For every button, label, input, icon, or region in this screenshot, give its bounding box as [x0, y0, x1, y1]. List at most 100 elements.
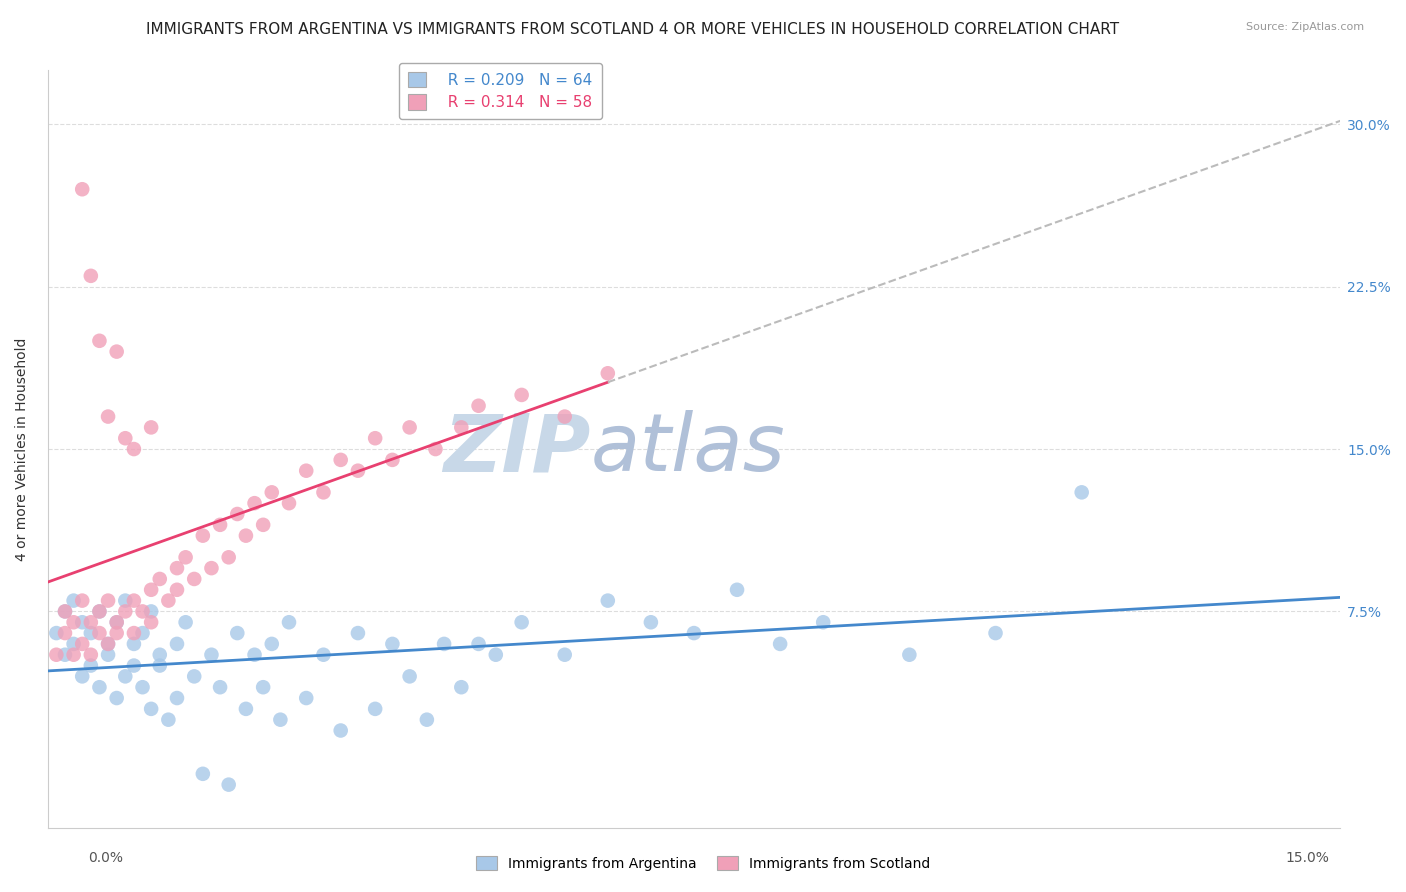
Point: [218, 550, 240, 565]
Point: [252, 680, 274, 694]
Point: [166, 637, 188, 651]
Point: [70, 615, 93, 630]
Point: [260, 637, 283, 651]
Point: [62, 648, 84, 662]
Point: [364, 702, 387, 716]
Point: [114, 431, 136, 445]
Point: [183, 572, 205, 586]
Point: [45, 648, 67, 662]
Point: [89, 626, 111, 640]
Point: [131, 680, 153, 694]
Point: [62, 593, 84, 607]
Point: [467, 637, 489, 651]
Point: [485, 648, 508, 662]
Point: [122, 442, 145, 456]
Point: [139, 702, 162, 716]
Point: [122, 658, 145, 673]
Point: [596, 366, 619, 380]
Point: [235, 702, 257, 716]
Point: [510, 388, 533, 402]
Point: [62, 615, 84, 630]
Point: [174, 615, 197, 630]
Point: [209, 517, 232, 532]
Point: [312, 648, 335, 662]
Point: [898, 648, 921, 662]
Point: [114, 669, 136, 683]
Point: [105, 691, 128, 706]
Point: [433, 637, 456, 651]
Point: [769, 637, 792, 651]
Point: [97, 648, 120, 662]
Point: [295, 464, 318, 478]
Point: [260, 485, 283, 500]
Point: [174, 550, 197, 565]
Point: [191, 767, 214, 781]
Point: [97, 637, 120, 651]
Point: [89, 334, 111, 348]
Text: ZIP: ZIP: [443, 410, 591, 488]
Point: [62, 637, 84, 651]
Point: [209, 680, 232, 694]
Point: [640, 615, 662, 630]
Point: [811, 615, 834, 630]
Y-axis label: 4 or more Vehicles in Household: 4 or more Vehicles in Household: [15, 337, 30, 561]
Point: [683, 626, 706, 640]
Point: [278, 496, 301, 510]
Point: [364, 431, 387, 445]
Point: [166, 582, 188, 597]
Point: [984, 626, 1007, 640]
Point: [235, 529, 257, 543]
Point: [97, 593, 120, 607]
Point: [70, 182, 93, 196]
Point: [122, 593, 145, 607]
Point: [122, 626, 145, 640]
Point: [398, 669, 420, 683]
Point: [450, 680, 472, 694]
Point: [114, 593, 136, 607]
Point: [70, 593, 93, 607]
Point: [139, 582, 162, 597]
Point: [183, 669, 205, 683]
Point: [131, 604, 153, 618]
Point: [80, 648, 103, 662]
Point: [467, 399, 489, 413]
Point: [425, 442, 447, 456]
Text: 0.0%: 0.0%: [89, 851, 122, 865]
Point: [139, 604, 162, 618]
Point: [89, 604, 111, 618]
Point: [53, 648, 76, 662]
Point: [149, 658, 172, 673]
Legend:   R = 0.209   N = 64,   R = 0.314   N = 58: R = 0.209 N = 64, R = 0.314 N = 58: [398, 62, 602, 119]
Point: [381, 637, 404, 651]
Point: [347, 626, 370, 640]
Point: [105, 626, 128, 640]
Point: [114, 604, 136, 618]
Point: [200, 648, 222, 662]
Point: [725, 582, 748, 597]
Point: [554, 409, 576, 424]
Point: [70, 669, 93, 683]
Point: [329, 723, 352, 738]
Point: [243, 648, 266, 662]
Point: [89, 604, 111, 618]
Text: 15.0%: 15.0%: [1285, 851, 1330, 865]
Point: [105, 344, 128, 359]
Point: [1070, 485, 1092, 500]
Point: [80, 626, 103, 640]
Point: [226, 507, 249, 521]
Point: [139, 420, 162, 434]
Point: [218, 778, 240, 792]
Point: [312, 485, 335, 500]
Point: [398, 420, 420, 434]
Text: atlas: atlas: [591, 410, 786, 488]
Point: [226, 626, 249, 640]
Point: [243, 496, 266, 510]
Legend: Immigrants from Argentina, Immigrants from Scotland: Immigrants from Argentina, Immigrants fr…: [470, 850, 936, 876]
Point: [329, 453, 352, 467]
Point: [139, 615, 162, 630]
Point: [80, 268, 103, 283]
Point: [510, 615, 533, 630]
Point: [149, 572, 172, 586]
Point: [416, 713, 439, 727]
Point: [157, 713, 180, 727]
